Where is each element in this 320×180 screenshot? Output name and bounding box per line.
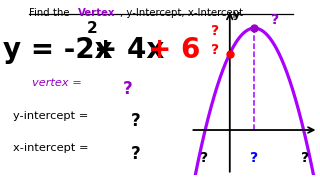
Text: x-intercept =: x-intercept = bbox=[13, 143, 92, 153]
Text: ?: ? bbox=[211, 43, 219, 57]
Text: y: y bbox=[233, 10, 240, 20]
Text: ?: ? bbox=[131, 145, 141, 163]
Text: 2: 2 bbox=[86, 21, 97, 36]
Text: ?: ? bbox=[271, 14, 279, 28]
Text: Find the: Find the bbox=[29, 8, 73, 18]
Text: Vertex: Vertex bbox=[78, 8, 116, 18]
Text: vertex =: vertex = bbox=[32, 78, 85, 88]
Text: y = -2x: y = -2x bbox=[3, 36, 113, 64]
Text: , y-Intercept, x-Intercept: , y-Intercept, x-Intercept bbox=[120, 8, 243, 18]
Text: ?: ? bbox=[200, 151, 208, 165]
Text: y-intercept =: y-intercept = bbox=[13, 111, 92, 121]
Text: + 6: + 6 bbox=[148, 36, 201, 64]
Text: ?: ? bbox=[131, 112, 141, 130]
Text: ?: ? bbox=[211, 24, 219, 38]
Text: ?: ? bbox=[301, 151, 309, 165]
Text: ?: ? bbox=[123, 80, 133, 98]
Text: + 4x: + 4x bbox=[94, 36, 174, 64]
Text: ?: ? bbox=[250, 151, 259, 165]
